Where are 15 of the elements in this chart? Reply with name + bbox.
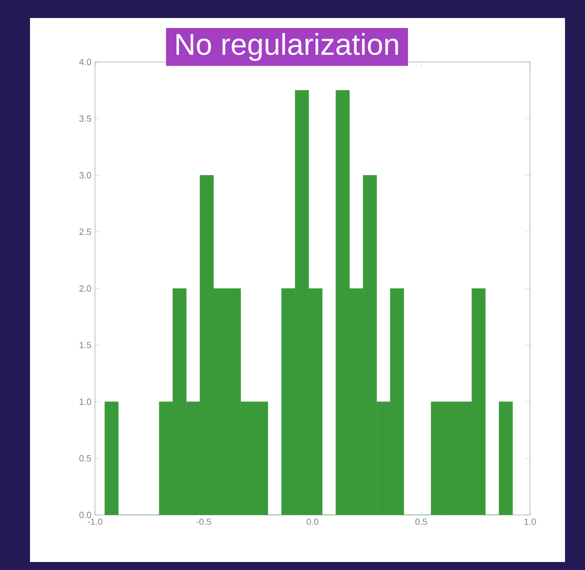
y-tick-label: 3.5	[79, 115, 92, 122]
x-tick-label: -0.5	[196, 518, 212, 525]
x-tick-label: 0.0	[306, 518, 318, 525]
x-tick-label: 1.0	[524, 518, 536, 525]
x-tick-label: 0.5	[415, 518, 428, 525]
y-tick-label: 2.5	[79, 228, 92, 236]
x-tick-label: -1.0	[88, 518, 102, 525]
y-tick-label: 0.5	[79, 455, 92, 462]
y-tick-label: 4.0	[79, 58, 92, 66]
y-tick-label: 2.0	[79, 285, 92, 292]
y-tick-label: 0.0	[79, 512, 92, 518]
chart-title: No regularization	[176, 33, 398, 61]
y-tick-label: 3.0	[79, 172, 92, 178]
y-tick-label: 1.0	[80, 398, 92, 405]
y-tick-label: 1.5	[80, 342, 92, 348]
